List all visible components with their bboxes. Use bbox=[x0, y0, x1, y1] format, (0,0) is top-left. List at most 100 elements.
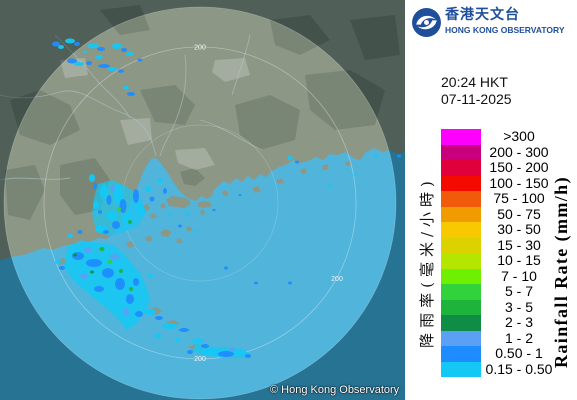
legend-label: 2 - 3 bbox=[504, 314, 533, 330]
legend-row: 0.15 - 0.50 bbox=[441, 360, 557, 377]
rain-echo bbox=[99, 247, 105, 251]
legend-title-en: Rainfall Rate (mm/h) bbox=[551, 176, 571, 368]
legend-row: 150 - 200 bbox=[441, 159, 557, 176]
legend-label: 30 - 50 bbox=[497, 221, 541, 237]
rain-echo bbox=[107, 260, 113, 264]
island bbox=[126, 241, 135, 248]
rain-echo bbox=[102, 268, 114, 278]
rain-echo bbox=[192, 338, 204, 344]
rain-echo bbox=[135, 311, 143, 317]
rain-echo bbox=[288, 281, 292, 285]
rain-echo bbox=[67, 58, 77, 64]
legend-label: 100 - 150 bbox=[489, 174, 549, 191]
rain-echo bbox=[126, 52, 134, 56]
legend-label: 0.15 - 0.50 bbox=[485, 360, 553, 377]
mountain-shade bbox=[100, 5, 150, 35]
logo-name-en: HONG KONG OBSERVATORY bbox=[445, 25, 565, 35]
hko-logo-icon bbox=[412, 8, 441, 37]
rain-echo bbox=[123, 86, 129, 90]
island bbox=[176, 238, 183, 244]
legend-label: 200 - 300 bbox=[489, 143, 549, 160]
legend-swatch bbox=[441, 191, 481, 207]
rain-echo bbox=[80, 273, 88, 279]
mountain-shade bbox=[270, 15, 330, 55]
island bbox=[160, 229, 172, 237]
legend-swatch bbox=[441, 361, 481, 377]
rain-echo bbox=[128, 220, 132, 224]
legend-row: 1 - 2 bbox=[441, 329, 557, 346]
legend-swatch bbox=[441, 237, 481, 253]
rain-echo bbox=[201, 344, 209, 348]
island bbox=[160, 203, 166, 209]
island bbox=[276, 178, 284, 184]
island bbox=[186, 226, 192, 232]
rain-echo bbox=[119, 269, 123, 273]
rain-echo bbox=[168, 213, 172, 217]
river bbox=[159, 54, 187, 157]
mountain-shade bbox=[180, 168, 205, 186]
rain-echo bbox=[163, 188, 167, 194]
range-ring bbox=[43, 46, 357, 360]
rain-echo bbox=[201, 349, 221, 355]
legend-row: 50 - 75 bbox=[441, 206, 557, 222]
legend-row: >300 bbox=[441, 128, 557, 145]
rain-echo bbox=[162, 323, 178, 329]
mountain-shade bbox=[10, 90, 80, 145]
mountain-shade bbox=[350, 15, 400, 60]
mountain-shade bbox=[305, 70, 385, 130]
rain-echo bbox=[67, 234, 73, 238]
rain-echo bbox=[74, 62, 84, 66]
legend-label: 1 - 2 bbox=[504, 329, 533, 346]
coverage-mask bbox=[0, 0, 405, 400]
legend-swatch bbox=[441, 144, 481, 160]
legend-row: 75 - 100 bbox=[441, 190, 557, 207]
rain-echo bbox=[117, 207, 121, 211]
legend-swatch bbox=[441, 160, 481, 176]
legend-swatch bbox=[441, 222, 481, 238]
rain-echo bbox=[126, 294, 134, 304]
legend-row: 15 - 30 bbox=[441, 236, 557, 253]
rainfall-legend: >300 200 - 300 150 - 200 100 - 150 75 - 100 5… bbox=[441, 128, 557, 377]
rain-echo bbox=[185, 212, 189, 216]
rain-echo bbox=[93, 183, 97, 189]
urban-area bbox=[120, 118, 152, 145]
island bbox=[345, 161, 351, 166]
range-ring-label: 200 bbox=[194, 45, 206, 52]
island bbox=[197, 201, 212, 208]
rain-echo bbox=[145, 186, 151, 192]
rain-echo bbox=[110, 254, 120, 260]
copyright-notice: © Hong Kong Observatory bbox=[270, 384, 400, 396]
rain-echo bbox=[229, 347, 235, 351]
island bbox=[300, 168, 307, 174]
rain-echo bbox=[86, 61, 92, 65]
rain-echo bbox=[100, 184, 108, 200]
legend-swatch bbox=[441, 253, 481, 269]
river bbox=[0, 90, 157, 157]
rain-echo bbox=[87, 43, 99, 49]
rain-echo bbox=[397, 154, 401, 158]
rain-echo bbox=[59, 266, 65, 270]
legend-label: 15 - 30 bbox=[497, 236, 541, 253]
rain-echo bbox=[328, 184, 332, 188]
rain-echo bbox=[110, 185, 116, 191]
observation-time: 20:24 HKT bbox=[441, 74, 508, 90]
rain-echo bbox=[103, 230, 109, 234]
island bbox=[252, 186, 261, 193]
rain-echo bbox=[187, 350, 193, 354]
rain-echo bbox=[55, 260, 61, 264]
range-ring-outer bbox=[3, 6, 397, 400]
legend-row: 7 - 10 bbox=[441, 268, 557, 284]
legend-swatch bbox=[441, 175, 481, 191]
island bbox=[200, 209, 205, 216]
rain-echo bbox=[127, 92, 135, 96]
rain-echo bbox=[86, 259, 102, 267]
rain-echo bbox=[123, 308, 129, 316]
mountain-shade bbox=[140, 85, 195, 125]
island bbox=[150, 213, 157, 219]
mountain-shade bbox=[235, 95, 300, 150]
legend-row: 0.50 - 1 bbox=[441, 345, 557, 362]
rain-echo bbox=[118, 69, 124, 73]
urban-area bbox=[212, 58, 250, 82]
river bbox=[231, 34, 251, 96]
logo-name-zh: 香港天文台 bbox=[445, 7, 520, 23]
